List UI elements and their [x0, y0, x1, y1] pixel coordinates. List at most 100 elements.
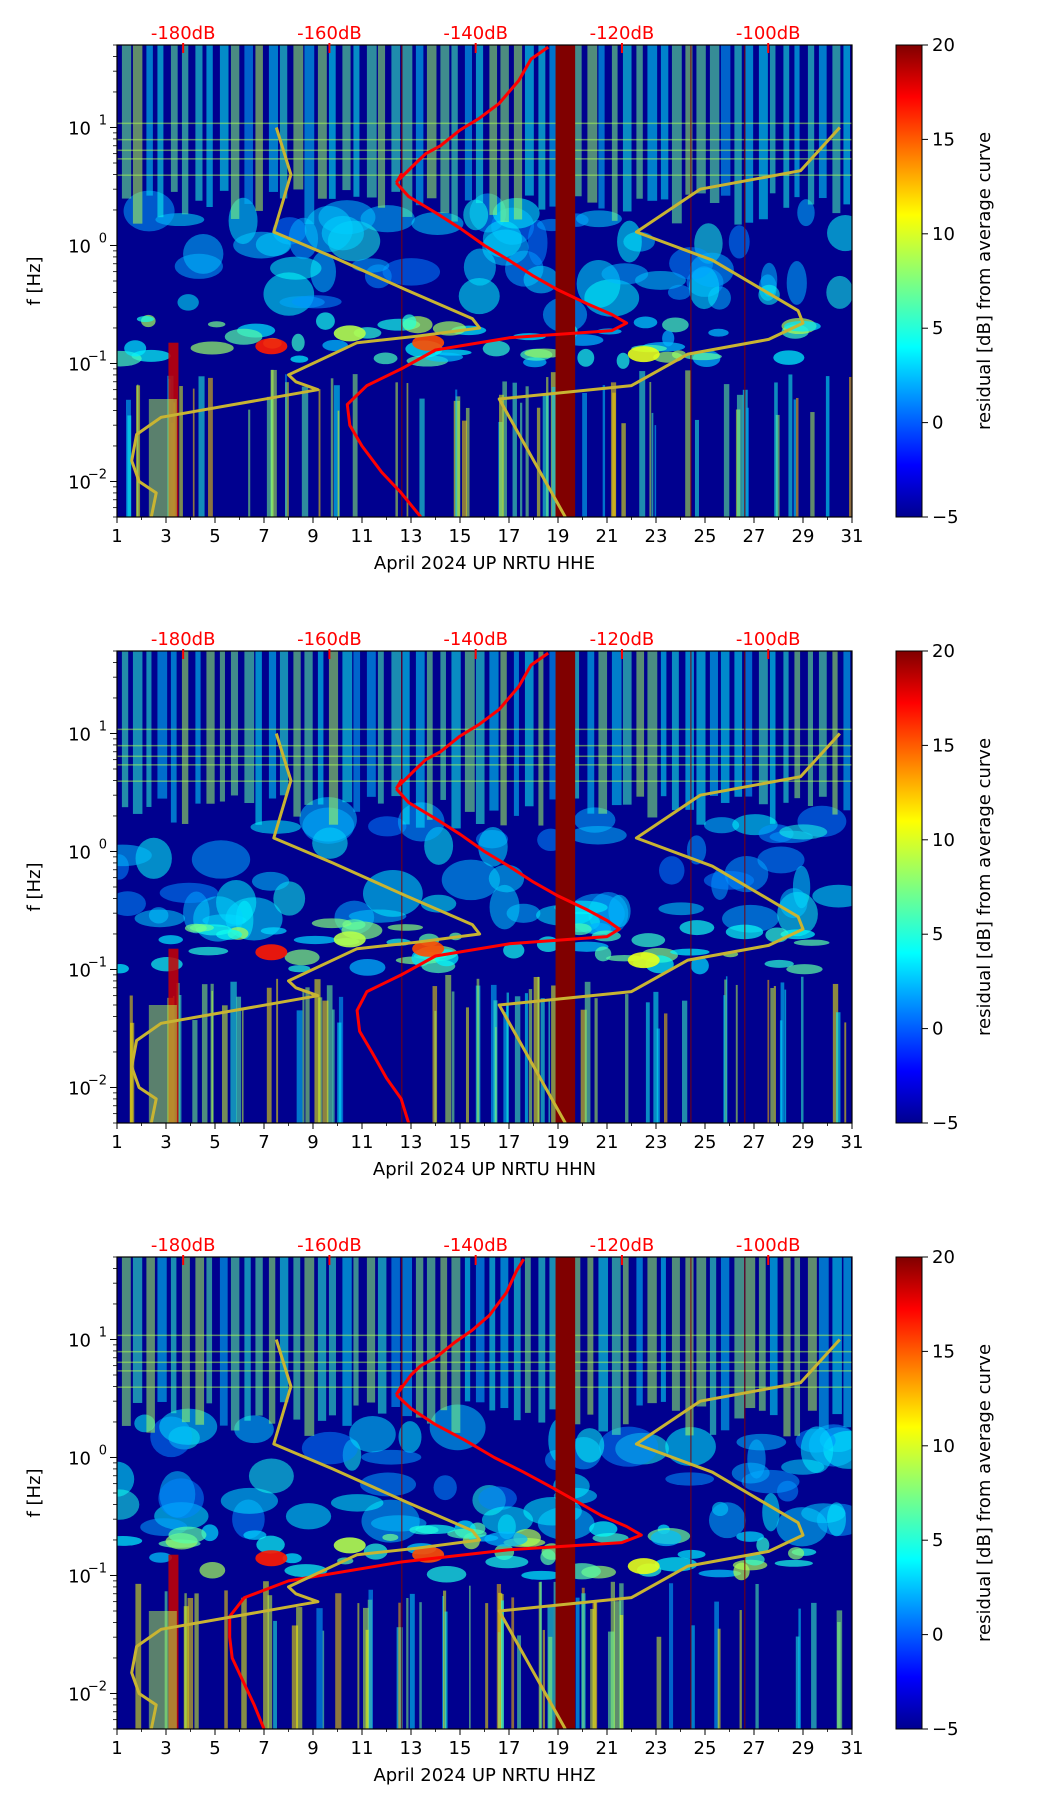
y-tick-label: 10: [68, 1078, 91, 1099]
x-tick-label: 15: [449, 1738, 472, 1759]
colorbar-tick-label: 10: [932, 1436, 955, 1457]
db-scale-label: -120dB: [590, 23, 655, 44]
x-tick-label: 3: [160, 526, 171, 547]
x-tick-label: 17: [498, 526, 521, 547]
y-tick-exponent: 0: [99, 1443, 107, 1458]
db-scale-label: -120dB: [590, 629, 655, 650]
x-tick-label: 21: [596, 526, 619, 547]
x-tick-label: 27: [743, 1738, 766, 1759]
colorbar-label: residual [dB] from average curve: [974, 1344, 995, 1642]
colorbar-tick-label: 5: [932, 1530, 943, 1551]
y-tick-label: 10: [68, 472, 91, 493]
x-tick-label: 27: [743, 526, 766, 547]
colorbar-label: residual [dB] from average curve: [974, 132, 995, 430]
y-axis-label: f [Hz]: [24, 862, 45, 911]
x-tick-label: 9: [307, 526, 318, 547]
x-tick-label: 21: [596, 1132, 619, 1153]
x-tick-label: 5: [209, 1132, 220, 1153]
colorbar-tick-label: 20: [932, 1247, 955, 1268]
x-tick-label: 23: [645, 1738, 668, 1759]
data-gap-band: [555, 45, 576, 517]
x-tick-label: 7: [258, 1738, 269, 1759]
y-tick-exponent: 0: [99, 231, 107, 246]
x-tick-label: 1: [111, 1738, 122, 1759]
db-scale-label: -100dB: [736, 1235, 801, 1256]
x-tick-label: 19: [547, 1132, 570, 1153]
y-tick-label: 10: [68, 842, 91, 863]
high-noise-model-curve: [497, 732, 841, 1123]
x-tick-label: 21: [596, 1738, 619, 1759]
x-tick-label: 19: [547, 526, 570, 547]
colorbar-tick-label: 10: [932, 830, 955, 851]
high-noise-model-curve: [497, 126, 841, 517]
y-tick-exponent: −2: [88, 467, 107, 482]
x-tick-label: 29: [792, 1132, 815, 1153]
colorbar-tick-label: 15: [932, 1341, 955, 1362]
data-gap-band: [555, 1257, 576, 1729]
x-tick-label: 15: [449, 1132, 472, 1153]
colorbar-tick-label: −5: [932, 1113, 959, 1134]
db-scale-label: -180dB: [151, 629, 216, 650]
x-tick-label: 17: [498, 1738, 521, 1759]
y-tick-label: 10: [68, 1448, 91, 1469]
x-axis-label: April 2024 UP NRTU HHE: [374, 553, 595, 574]
db-scale-label: -160dB: [297, 629, 362, 650]
x-tick-label: 7: [258, 526, 269, 547]
x-tick-label: 11: [351, 1132, 374, 1153]
x-tick-label: 1: [111, 526, 122, 547]
spectrogram-area: [117, 1257, 852, 1729]
x-tick-label: 27: [743, 1132, 766, 1153]
y-tick-label: 10: [68, 118, 91, 139]
high-noise-model-curve: [497, 1338, 841, 1729]
colorbar-tick-label: −5: [932, 507, 959, 528]
x-tick-label: 29: [792, 1738, 815, 1759]
db-scale-label: -180dB: [151, 23, 216, 44]
colorbar-label: residual [dB] from average curve: [974, 738, 995, 1036]
colorbar-tick-label: 10: [932, 224, 955, 245]
db-scale-label: -160dB: [297, 23, 362, 44]
colorbar-tick-label: 5: [932, 924, 943, 945]
x-tick-label: 23: [645, 1132, 668, 1153]
spectrogram-texture: [117, 651, 852, 1123]
y-tick-label: 10: [68, 1684, 91, 1705]
colorbar-tick-label: −5: [932, 1719, 959, 1740]
y-tick-exponent: 1: [99, 113, 107, 128]
x-axis-label: April 2024 UP NRTU HHZ: [373, 1765, 595, 1786]
colorbar-tick-label: 15: [932, 129, 955, 150]
db-scale-label: -140dB: [443, 629, 508, 650]
y-tick-exponent: 1: [99, 1325, 107, 1340]
y-tick-exponent: −1: [88, 955, 107, 970]
x-tick-label: 9: [307, 1132, 318, 1153]
x-tick-label: 1: [111, 1132, 122, 1153]
x-tick-label: 25: [694, 1132, 717, 1153]
x-tick-label: 11: [351, 1738, 374, 1759]
db-scale-label: -120dB: [590, 1235, 655, 1256]
x-tick-label: 15: [449, 526, 472, 547]
data-gap-band: [555, 651, 576, 1123]
x-tick-label: 11: [351, 526, 374, 547]
y-tick-label: 10: [68, 354, 91, 375]
x-tick-label: 25: [694, 1738, 717, 1759]
x-tick-label: 3: [160, 1738, 171, 1759]
x-tick-label: 7: [258, 1132, 269, 1153]
spectrogram-area: [117, 651, 852, 1123]
x-tick-label: 23: [645, 526, 668, 547]
x-tick-label: 5: [209, 1738, 220, 1759]
x-tick-label: 5: [209, 526, 220, 547]
low-noise-model-curve: [130, 733, 482, 1123]
y-tick-label: 10: [68, 1566, 91, 1587]
colorbar-tick-label: 20: [932, 35, 955, 56]
x-axis-label: April 2024 UP NRTU HHN: [373, 1159, 596, 1180]
x-tick-label: 31: [841, 526, 864, 547]
y-tick-exponent: 1: [99, 719, 107, 734]
psd-curve-low: [355, 787, 621, 1123]
spectrogram-texture: [117, 1257, 852, 1729]
db-scale-label: -100dB: [736, 629, 801, 650]
colorbar-tick-label: 15: [932, 735, 955, 756]
y-tick-label: 10: [68, 960, 91, 981]
y-tick-exponent: −2: [88, 1073, 107, 1088]
y-tick-exponent: −1: [88, 349, 107, 364]
